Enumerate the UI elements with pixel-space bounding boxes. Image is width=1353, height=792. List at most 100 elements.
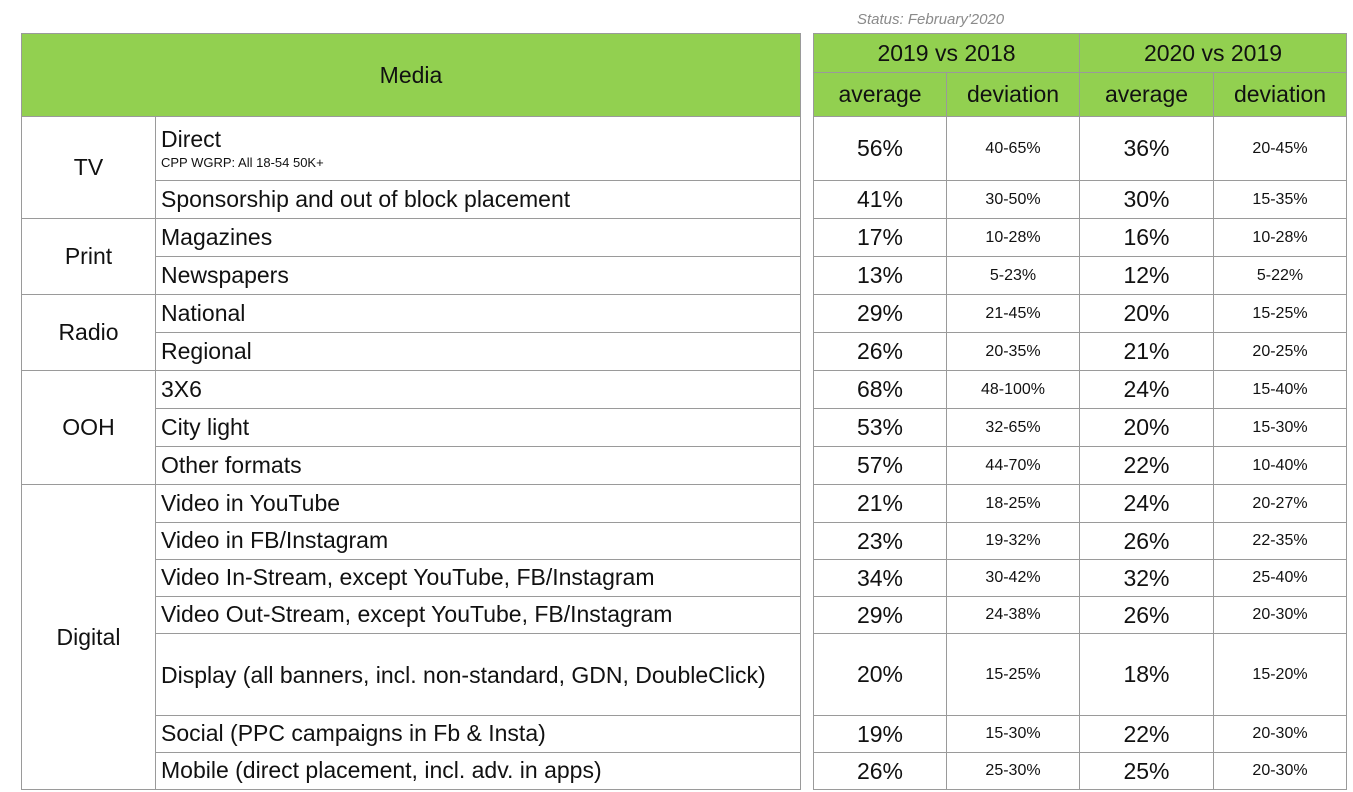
media-item-label: Video Out-Stream, except YouTube, FB/Ins… <box>161 601 673 628</box>
average-2020-cell: 20% <box>1079 294 1214 333</box>
media-item-label: 3X6 <box>161 375 202 402</box>
deviation-2019-cell: 25-30% <box>946 752 1080 790</box>
media-item-cell: Regional <box>155 332 801 371</box>
deviation-2020-cell: 20-30% <box>1213 715 1347 753</box>
deviation-2020-cell: 20-30% <box>1213 596 1347 634</box>
average-2020-cell: 25% <box>1079 752 1214 790</box>
average-2020-cell: 32% <box>1079 559 1214 597</box>
average-2019-cell: 29% <box>813 294 947 333</box>
media-item-cell: Video in YouTube <box>155 484 801 523</box>
media-item-cell: Mobile (direct placement, incl. adv. in … <box>155 752 801 790</box>
values-table: 2019 vs 2018 2020 vs 2019 average deviat… <box>813 33 1347 790</box>
deviation-2020-cell: 20-25% <box>1213 332 1347 371</box>
deviation-header: deviation <box>1213 72 1347 117</box>
media-item-cell: Direct CPP WGRP: All 18-54 50K+ <box>155 116 801 181</box>
average-2019-cell: 21% <box>813 484 947 523</box>
deviation-2019-cell: 10-28% <box>946 218 1080 257</box>
average-2019-cell: 23% <box>813 522 947 560</box>
average-2020-cell: 22% <box>1079 446 1214 485</box>
deviation-2019-cell: 44-70% <box>946 446 1080 485</box>
media-item-label: Display (all banners, incl. non-standard… <box>161 661 766 688</box>
media-item-label: Video in YouTube <box>161 489 341 516</box>
deviation-2020-cell: 10-28% <box>1213 218 1347 257</box>
deviation-2019-cell: 20-35% <box>946 332 1080 371</box>
media-item-cell: Magazines <box>155 218 801 257</box>
media-item-label: Magazines <box>161 223 273 250</box>
deviation-2019-cell: 21-45% <box>946 294 1080 333</box>
media-item-label: Direct <box>161 125 222 152</box>
average-2020-cell: 24% <box>1079 484 1214 523</box>
average-2019-cell: 41% <box>813 180 947 219</box>
average-2019-cell: 26% <box>813 752 947 790</box>
media-group-label: Digital <box>21 484 156 790</box>
media-item-cell: Video in FB/Instagram <box>155 522 801 560</box>
period-2019-vs-2018-header: 2019 vs 2018 <box>813 33 1080 73</box>
deviation-2020-cell: 15-30% <box>1213 408 1347 447</box>
average-2019-cell: 26% <box>813 332 947 371</box>
deviation-2020-cell: 25-40% <box>1213 559 1347 597</box>
average-2020-cell: 12% <box>1079 256 1214 295</box>
deviation-2019-cell: 5-23% <box>946 256 1080 295</box>
average-2019-cell: 17% <box>813 218 947 257</box>
media-group-label: Radio <box>21 294 156 371</box>
media-item-cell: 3X6 <box>155 370 801 409</box>
media-item-cell: Social (PPC campaigns in Fb & Insta) <box>155 715 801 753</box>
average-2019-cell: 56% <box>813 116 947 181</box>
deviation-2019-cell: 48-100% <box>946 370 1080 409</box>
average-2020-cell: 36% <box>1079 116 1214 181</box>
deviation-2020-cell: 15-40% <box>1213 370 1347 409</box>
media-group-label: OOH <box>21 370 156 485</box>
deviation-2020-cell: 22-35% <box>1213 522 1347 560</box>
media-item-cell: National <box>155 294 801 333</box>
deviation-2019-cell: 40-65% <box>946 116 1080 181</box>
deviation-2019-cell: 24-38% <box>946 596 1080 634</box>
average-2019-cell: 29% <box>813 596 947 634</box>
deviation-2020-cell: 20-45% <box>1213 116 1347 181</box>
media-item-cell: Video In-Stream, except YouTube, FB/Inst… <box>155 559 801 597</box>
average-2020-cell: 22% <box>1079 715 1214 753</box>
average-2019-cell: 68% <box>813 370 947 409</box>
media-item-cell: Newspapers <box>155 256 801 295</box>
deviation-2019-cell: 19-32% <box>946 522 1080 560</box>
media-item-label: National <box>161 299 246 326</box>
deviation-header: deviation <box>946 72 1080 117</box>
media-table: Media TV Direct CPP WGRP: All 18-54 50K+ Sp… <box>21 33 801 790</box>
media-group-label: TV <box>21 116 156 219</box>
average-2019-cell: 53% <box>813 408 947 447</box>
media-item-cell: Other formats <box>155 446 801 485</box>
deviation-2020-cell: 5-22% <box>1213 256 1347 295</box>
media-item-note: CPP WGRP: All 18-54 50K+ <box>161 155 324 170</box>
deviation-2020-cell: 20-27% <box>1213 484 1347 523</box>
media-item-label: Other formats <box>161 451 302 478</box>
status-label: Status: February'2020 <box>857 11 1005 28</box>
deviation-2020-cell: 15-20% <box>1213 633 1347 716</box>
average-header: average <box>1079 72 1214 117</box>
media-item-label: Video In-Stream, except YouTube, FB/Inst… <box>161 564 655 591</box>
media-item-label: Newspapers <box>161 261 289 288</box>
average-2020-cell: 21% <box>1079 332 1214 371</box>
media-header: Media <box>21 33 801 117</box>
media-item-cell: City light <box>155 408 801 447</box>
average-2020-cell: 24% <box>1079 370 1214 409</box>
media-item-label: Social (PPC campaigns in Fb & Insta) <box>161 720 546 747</box>
average-2019-cell: 20% <box>813 633 947 716</box>
average-2020-cell: 16% <box>1079 218 1214 257</box>
media-item-label: Sponsorship and out of block placement <box>161 185 571 212</box>
average-2020-cell: 20% <box>1079 408 1214 447</box>
deviation-2019-cell: 18-25% <box>946 484 1080 523</box>
deviation-2020-cell: 20-30% <box>1213 752 1347 790</box>
deviation-2020-cell: 10-40% <box>1213 446 1347 485</box>
average-2019-cell: 13% <box>813 256 947 295</box>
average-header: average <box>813 72 947 117</box>
media-item-cell: Video Out-Stream, except YouTube, FB/Ins… <box>155 596 801 634</box>
average-2020-cell: 30% <box>1079 180 1214 219</box>
deviation-2019-cell: 15-25% <box>946 633 1080 716</box>
media-item-cell: Display (all banners, incl. non-standard… <box>155 633 801 716</box>
media-item-label: City light <box>161 413 250 440</box>
media-group-label: Print <box>21 218 156 295</box>
deviation-2019-cell: 15-30% <box>946 715 1080 753</box>
average-2019-cell: 19% <box>813 715 947 753</box>
average-2019-cell: 34% <box>813 559 947 597</box>
media-item-label: Video in FB/Instagram <box>161 527 389 554</box>
period-2020-vs-2019-header: 2020 vs 2019 <box>1079 33 1347 73</box>
